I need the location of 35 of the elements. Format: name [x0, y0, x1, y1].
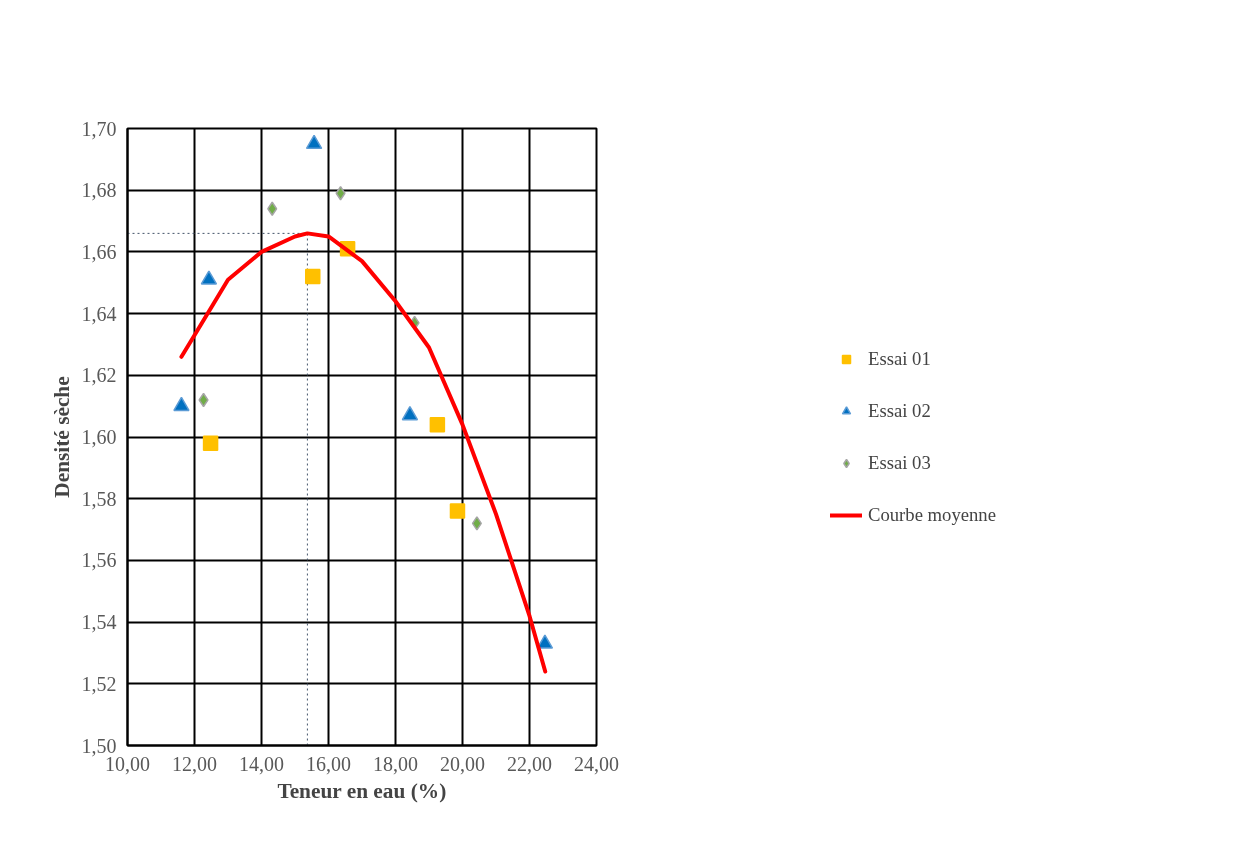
point [267, 201, 278, 216]
y-tick-label: 1,68 [81, 179, 117, 202]
point [305, 134, 323, 150]
legend-label: Essai 01 [868, 347, 931, 370]
y-tick-label: 1,64 [81, 302, 117, 325]
point [202, 435, 219, 451]
x-tick-label: 18,00 [373, 752, 418, 775]
y-tick-label: 1,60 [81, 426, 117, 448]
y-tick-label: 1,66 [81, 240, 117, 263]
x-axis-title: Teneur en eau (%) [277, 778, 447, 803]
point [401, 405, 419, 421]
y-tick-label: 1,70 [81, 117, 117, 140]
y-axis-title: Densité sèche [49, 376, 74, 498]
point [449, 503, 466, 519]
point [429, 416, 446, 433]
point [200, 270, 218, 285]
point [335, 186, 346, 201]
legend-label: Essai 02 [868, 399, 931, 422]
x-tick-label: 12,00 [172, 752, 217, 775]
line-series [179, 231, 548, 674]
x-tick-label: 20,00 [440, 752, 485, 775]
point [305, 268, 321, 285]
x-tick-label: 22,00 [507, 752, 552, 775]
x-tick-label: 16,00 [306, 752, 351, 775]
x-tick-label: 14,00 [239, 752, 284, 775]
y-tick-label: 1,52 [81, 672, 117, 695]
point [471, 516, 482, 531]
legend-label: Essai 03 [868, 451, 931, 474]
y-tick-label: 1,54 [81, 611, 117, 634]
point [173, 396, 190, 412]
x-tick-label: 24,00 [574, 752, 619, 775]
legend-label: Courbe moyenne [868, 503, 996, 526]
y-tick-label: 1,58 [81, 487, 117, 510]
y-tick-label: 1,62 [81, 364, 117, 387]
y-tick-label: 1,56 [81, 549, 117, 572]
